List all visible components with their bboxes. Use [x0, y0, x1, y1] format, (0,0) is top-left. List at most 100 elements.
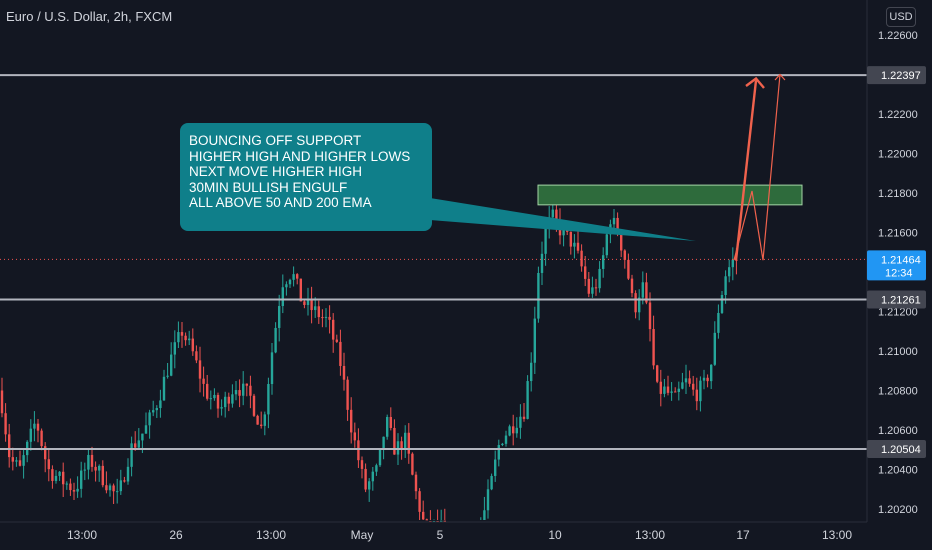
candle-body: [94, 466, 97, 471]
candle-body: [666, 386, 670, 393]
level-price-label-text: 1.22397: [881, 70, 921, 82]
candle-body: [87, 454, 90, 470]
candle-body: [522, 416, 526, 419]
candle-body: [670, 391, 673, 393]
candle-body: [501, 443, 504, 446]
candle-body: [80, 470, 83, 489]
candle-body: [519, 416, 522, 428]
time-tick-label: 5: [437, 528, 444, 542]
candle-body: [724, 276, 727, 295]
candle-body: [710, 364, 713, 382]
candle-body: [72, 490, 76, 492]
candle-body: [188, 338, 191, 341]
candle-body: [148, 412, 151, 426]
candle-body: [638, 297, 641, 313]
callout-line: 30MIN BULLISH ENGULF: [189, 179, 348, 195]
callout-line: ALL ABOVE 50 AND 200 EMA: [189, 195, 372, 211]
level-price-label: [867, 290, 926, 309]
candle-body: [162, 376, 166, 401]
candle-body: [101, 465, 104, 486]
level-price-label: [867, 439, 926, 458]
candle-body: [249, 385, 252, 396]
candle-body: [231, 394, 234, 404]
candle-body: [533, 318, 536, 363]
candle-body: [540, 253, 544, 273]
candle-body: [375, 465, 378, 472]
currency-button[interactable]: USD: [886, 7, 916, 27]
candle-body: [310, 298, 313, 311]
candle-body: [591, 287, 594, 294]
symbol-title[interactable]: Euro / U.S. Dollar, 2h, FXCM: [6, 9, 173, 24]
candle-body: [497, 445, 500, 460]
candle-body: [371, 471, 374, 482]
time-tick-label: 13:00: [256, 528, 286, 542]
candle-body: [116, 491, 119, 493]
candle-body: [306, 298, 310, 305]
price-tick-label: 1.20600: [878, 425, 918, 437]
candle-body: [144, 425, 148, 434]
candle-body: [494, 459, 497, 476]
candle-body: [112, 485, 115, 492]
candle-body: [573, 242, 576, 247]
current-price-label-text: 1.21464: [881, 254, 921, 266]
candle-body: [281, 287, 284, 307]
candle-body: [256, 415, 259, 425]
time-tick-label: 13:00: [822, 528, 852, 542]
candle-body: [288, 279, 292, 285]
main-arrow-shaft: [734, 80, 758, 261]
candle-body: [357, 440, 360, 461]
candle-body: [11, 457, 14, 462]
candle-body: [504, 435, 508, 444]
callout-pointer: [430, 198, 696, 241]
candle-body: [530, 362, 533, 382]
main-arrowhead: [745, 76, 765, 89]
candle-body: [267, 384, 270, 415]
candle-body: [130, 443, 133, 467]
candle-body: [602, 255, 605, 269]
analysis-callout[interactable]: BOUNCING OFF SUPPORT HIGHER HIGH AND HIG…: [180, 123, 432, 231]
candle-body: [126, 466, 130, 482]
candle-body: [594, 287, 598, 289]
candle-body: [677, 388, 680, 392]
time-tick-label: 13:00: [67, 528, 97, 542]
candle-body: [717, 312, 720, 333]
candle-body: [634, 293, 637, 313]
candle-body: [674, 391, 677, 393]
candle-body: [346, 379, 349, 410]
candle-body: [123, 480, 126, 482]
candle-body: [490, 475, 493, 490]
candle-body: [584, 266, 587, 279]
candle-body: [663, 386, 666, 394]
candle-body: [36, 423, 40, 431]
candle-body: [209, 398, 212, 400]
candle-body: [598, 268, 601, 289]
candle-body: [238, 390, 241, 396]
current-price-label-countdown: 12:34: [885, 267, 913, 279]
price-tick-label: 1.22600: [878, 30, 918, 42]
candle-body: [551, 209, 554, 218]
candle-body: [735, 259, 738, 261]
candle-body: [623, 250, 626, 260]
candle-body: [173, 342, 176, 355]
candle-body: [342, 365, 346, 380]
candle-body: [436, 520, 439, 522]
candle-body: [83, 469, 86, 471]
candle-body: [713, 332, 716, 365]
candle-body: [702, 377, 706, 381]
candle-body: [170, 354, 173, 376]
overlay-layer: [430, 73, 803, 261]
candle-body: [105, 485, 108, 491]
candle-body: [245, 383, 248, 386]
candle-body: [515, 427, 518, 434]
candle-body: [612, 217, 616, 225]
candle-body: [314, 306, 317, 311]
price-axis: 1.226001.224001.222001.220001.218001.216…: [866, 0, 932, 550]
time-tick-label: 26: [169, 528, 183, 542]
candle-body: [152, 410, 155, 413]
candle-body: [695, 389, 698, 402]
candle-body: [555, 209, 558, 220]
candle-body: [587, 278, 590, 294]
candle-body: [202, 378, 205, 384]
candle-body: [299, 278, 302, 302]
